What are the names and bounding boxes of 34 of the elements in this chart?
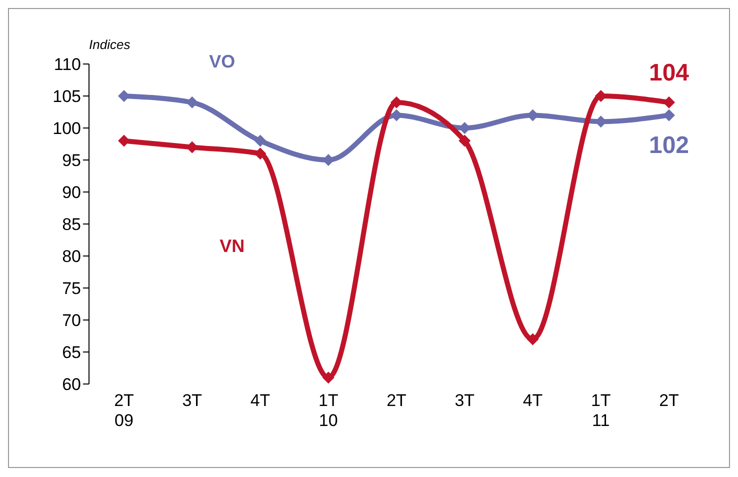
x-tick-label: 2T 09 [114,391,134,430]
data-label: 102 [648,132,690,160]
x-tick-label: 3T [182,391,202,410]
x-tick-label: 3T [454,391,475,410]
point [526,333,539,346]
point [186,96,198,108]
x-tick-label: 2T [386,391,406,410]
data-label: 104 [648,59,690,86]
x-tick-label: 4T [250,391,270,410]
series-label: VO [209,51,236,72]
point [663,109,675,122]
y-tick-label: 65 [62,343,81,362]
point [254,134,266,147]
y-tick-label: 70 [62,311,81,330]
x-tick-label: 4T [522,391,543,410]
y-tick-label: 95 [62,151,81,170]
point [663,96,675,108]
point [458,134,471,147]
y-tick-label: 100 [52,119,81,138]
x-tick-label: 1T 10 [318,391,338,430]
point [254,148,266,160]
text: VN [220,236,245,256]
y-tick-label: 80 [62,247,81,266]
point [118,134,130,147]
y-tick-label: 75 [62,279,81,298]
y-tick-label: 85 [62,215,81,234]
y-tick-label: 60 [62,375,81,394]
y-tick-label: 105 [52,87,81,106]
x-tick-label: 2T [659,391,679,410]
point [322,372,334,384]
y-tick-label: 90 [62,183,81,202]
x-tick-label: 1T 11 [590,391,611,430]
y-axis-title: Indices [89,37,130,52]
y-tick-label: 110 [54,55,81,74]
